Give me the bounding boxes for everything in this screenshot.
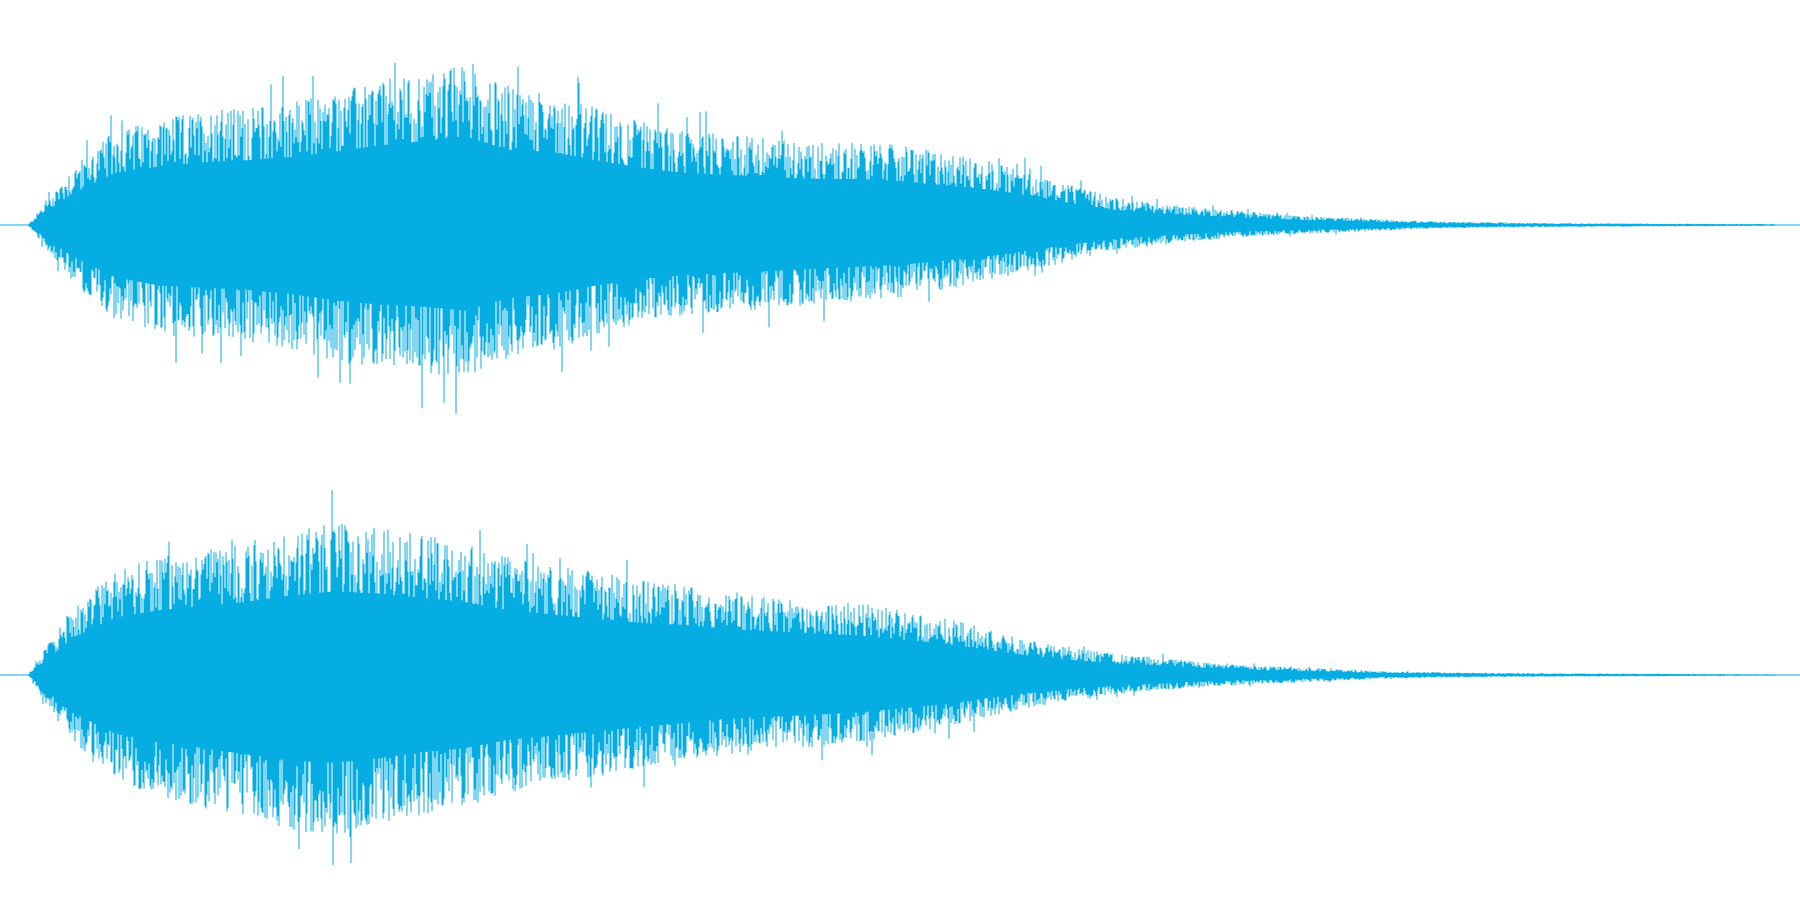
channel-1-waveform — [0, 62, 1800, 414]
waveform-core — [28, 136, 1775, 311]
waveform-core — [28, 591, 1775, 763]
channel-2-waveform — [0, 490, 1800, 865]
